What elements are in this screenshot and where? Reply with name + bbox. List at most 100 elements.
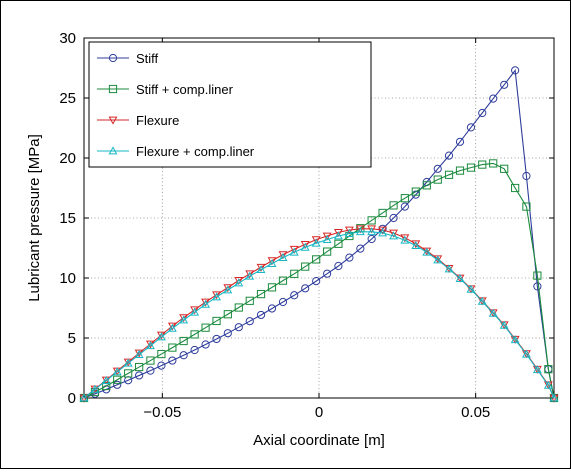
- data-point: [499, 320, 509, 329]
- data-point: [201, 299, 211, 308]
- data-point: [444, 264, 454, 273]
- data-point: [179, 315, 189, 324]
- data-point: [267, 258, 277, 267]
- data-point: [389, 201, 398, 210]
- data-point: [234, 277, 244, 286]
- data-point: [411, 240, 421, 249]
- data-point: [190, 307, 200, 316]
- data-point: [422, 247, 432, 256]
- series-1: [79, 159, 559, 403]
- data-point: [333, 231, 343, 240]
- data-point: [544, 365, 553, 374]
- data-point: [356, 244, 365, 253]
- data-point: [300, 241, 310, 250]
- data-point: [101, 375, 111, 384]
- data-point: [411, 187, 420, 196]
- legend-label: Flexure + comp.liner: [136, 144, 255, 159]
- data-point: [367, 225, 377, 234]
- data-point: [90, 384, 100, 393]
- data-point: [234, 323, 243, 332]
- data-point: [389, 213, 398, 223]
- data-point: [455, 273, 465, 282]
- data-point: [190, 345, 199, 355]
- data-point: [367, 234, 376, 244]
- data-point: [212, 316, 221, 326]
- data-point: [212, 334, 221, 344]
- data-point: [323, 247, 332, 256]
- data-point: [511, 66, 520, 75]
- data-point: [500, 164, 509, 173]
- data-point: [267, 304, 277, 313]
- data-point: [157, 349, 166, 359]
- data-point: [168, 356, 177, 365]
- data-point: [113, 375, 122, 384]
- data-point: [223, 285, 233, 294]
- data-point: [234, 303, 243, 312]
- data-point: [378, 208, 387, 218]
- y-tick-label: 10: [59, 270, 76, 287]
- legend-label: Flexure: [136, 113, 179, 128]
- series-line: [83, 231, 555, 399]
- data-point: [444, 151, 454, 160]
- data-point: [489, 94, 498, 103]
- data-point: [477, 296, 487, 305]
- data-point: [146, 366, 155, 375]
- legend-box: [88, 41, 372, 168]
- data-point: [521, 349, 531, 358]
- legend-label: Stiff + comp.liner: [136, 82, 234, 97]
- data-point: [245, 317, 254, 326]
- data-point: [201, 323, 210, 332]
- data-point: [333, 229, 343, 238]
- data-point: [113, 380, 122, 389]
- data-point: [134, 349, 144, 358]
- data-point: [478, 160, 487, 169]
- data-point: [543, 380, 553, 389]
- x-tick-label: −0.05: [143, 404, 181, 421]
- data-point: [179, 314, 189, 323]
- data-point: [256, 264, 266, 273]
- data-point: [278, 297, 288, 307]
- data-point: [212, 291, 221, 300]
- y-axis-label: Lubricant pressure [MPa]: [26, 134, 43, 302]
- data-point: [400, 234, 410, 243]
- data-point: [355, 227, 365, 236]
- data-point: [290, 291, 299, 300]
- series-group: [79, 66, 559, 403]
- data-point: [400, 235, 410, 244]
- data-point: [190, 306, 200, 315]
- data-point: [510, 335, 520, 344]
- data-point: [190, 330, 199, 339]
- data-point: [311, 236, 321, 245]
- data-point: [322, 232, 332, 241]
- data-point: [234, 278, 244, 287]
- legend-marker: [108, 53, 118, 63]
- series-line: [83, 228, 555, 399]
- data-point: [422, 181, 431, 190]
- data-point: [289, 245, 299, 254]
- tick-marks: −0.05 0 0.05 0 5 10 15 20 25 30: [59, 30, 554, 421]
- data-point: [389, 231, 399, 240]
- legend-marker: [108, 116, 118, 125]
- y-tick-label: 25: [59, 90, 76, 107]
- data-point: [533, 271, 542, 280]
- x-tick-label: 0: [315, 404, 323, 421]
- data-point: [256, 310, 266, 320]
- data-point: [378, 226, 388, 235]
- data-point: [433, 175, 442, 184]
- legend-marker: [108, 84, 118, 94]
- data-point: [256, 289, 266, 299]
- data-point: [256, 263, 266, 272]
- data-point: [533, 282, 542, 291]
- data-point: [179, 351, 188, 360]
- data-point: [201, 340, 210, 349]
- data-point: [311, 238, 321, 247]
- data-point: [367, 227, 377, 236]
- data-point: [267, 283, 277, 292]
- data-point: [157, 361, 166, 370]
- legend-label: Stiff: [136, 51, 159, 66]
- x-tick-label: 0.05: [461, 404, 490, 421]
- data-point: [488, 308, 498, 317]
- data-point: [124, 369, 133, 378]
